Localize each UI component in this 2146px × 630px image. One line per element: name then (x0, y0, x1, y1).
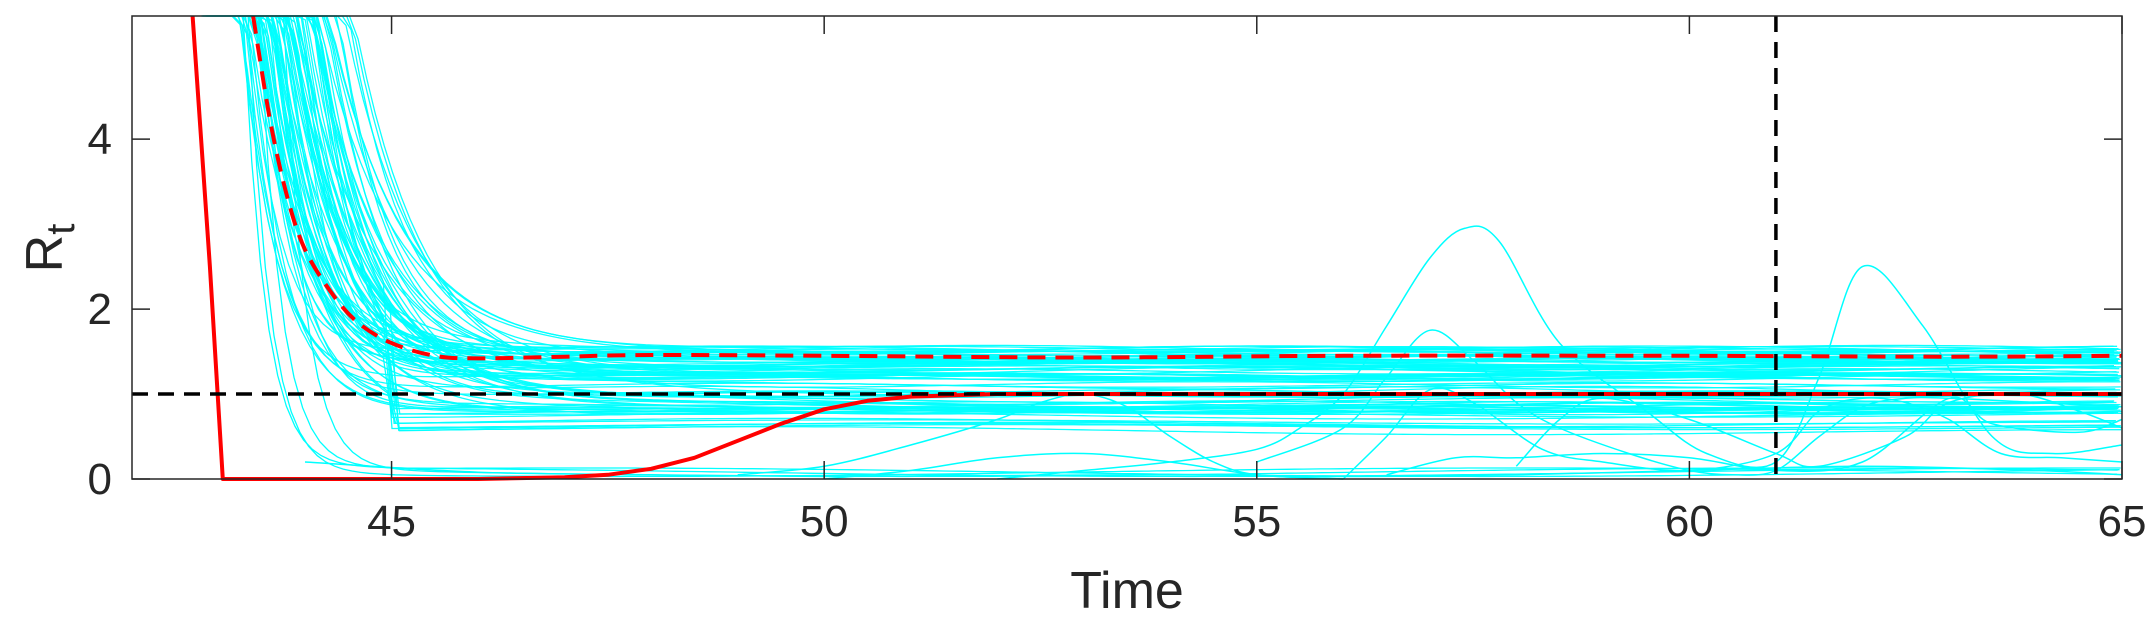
ticks: 45 50 55 60 65 0 2 4 (88, 16, 2146, 546)
x-tick-label: 45 (367, 497, 416, 546)
ensemble-line (232, 15, 2119, 414)
ensemble-excursion-line (997, 225, 2123, 480)
ensemble-line (263, 15, 2115, 353)
x-tick-label: 65 (2098, 497, 2146, 546)
ensemble-line (265, 15, 2117, 364)
ensemble-line (224, 15, 2119, 375)
ensemble-line (212, 15, 2117, 367)
y-axis-title-main: R (16, 235, 74, 273)
ensemble-line (215, 15, 2120, 363)
x-axis-title: Time (1070, 562, 1184, 620)
series-line-upper-dashed (251, 15, 2123, 361)
ensemble-line (268, 15, 2121, 389)
x-tick-label: 50 (800, 497, 849, 546)
reference-lines (132, 16, 2122, 479)
x-tick-label: 55 (1232, 497, 1281, 546)
ensemble-line (249, 15, 2118, 356)
y-axis-title-subscript: t (39, 224, 83, 235)
ensemble-line (223, 15, 2119, 409)
plot-area (131, 15, 2123, 481)
ensemble-line (235, 15, 2122, 414)
axes-box (131, 15, 2123, 480)
y-axis-title: Rt (16, 224, 83, 273)
ensemble-line (242, 15, 2120, 369)
ensemble-line (218, 15, 2114, 381)
ensemble-excursion-line (1342, 387, 2123, 480)
y-tick-label: 4 (88, 115, 112, 164)
ensemble-line (221, 15, 2117, 375)
x-tick-label: 60 (1665, 497, 1714, 546)
ensemble-line (201, 15, 2114, 355)
y-tick-label: 0 (88, 455, 112, 504)
ensemble-lines (201, 15, 2123, 480)
y-tick-label: 2 (88, 285, 112, 334)
ensemble-line (264, 15, 2117, 374)
ensemble-line (268, 15, 2121, 431)
ensemble-line (231, 15, 2118, 380)
